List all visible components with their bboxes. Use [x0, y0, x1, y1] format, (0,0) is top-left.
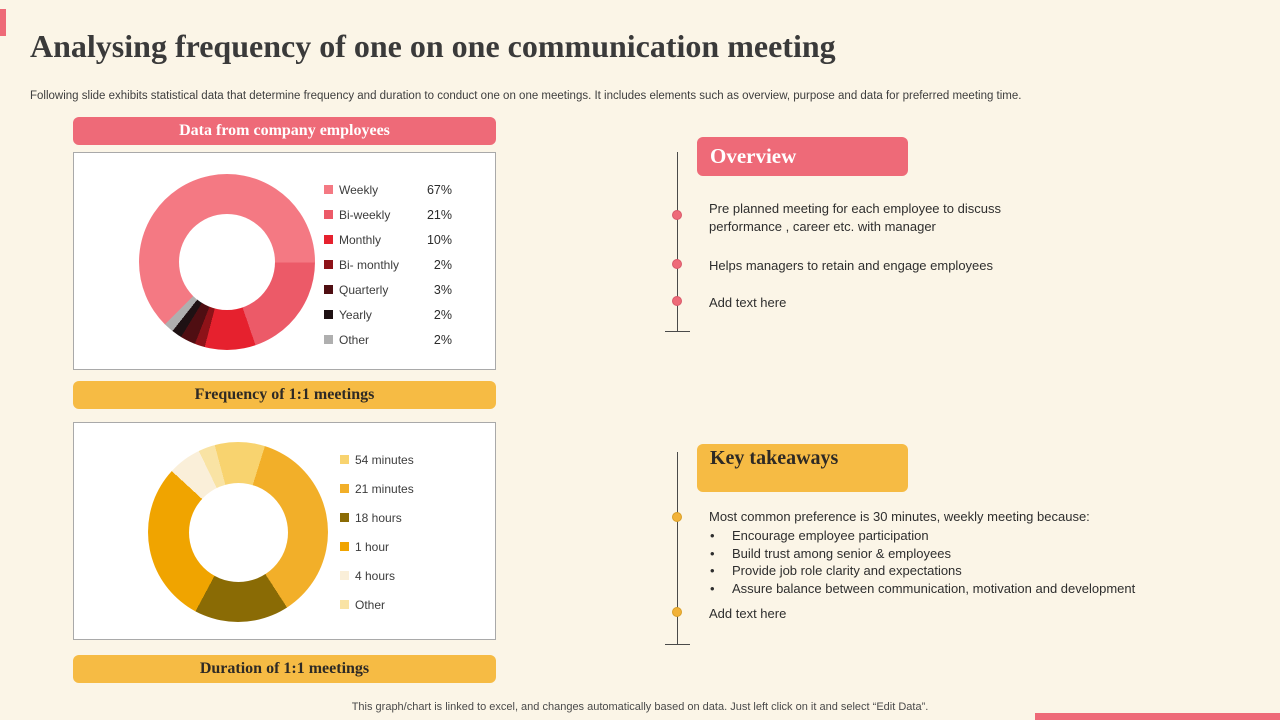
overview-heading: Overview: [697, 137, 908, 176]
duration-donut-chart[interactable]: [148, 442, 328, 622]
overview-heading-label: Overview: [710, 144, 797, 168]
legend-swatch: [324, 210, 333, 219]
legend-swatch: [324, 185, 333, 194]
legend-item: Bi- monthly 2%: [324, 252, 452, 277]
bullet-marker: •: [710, 563, 715, 578]
duration-chart-box[interactable]: 54 minutes 21 minutes 18 hours 1 hour 4 hour…: [73, 422, 496, 640]
donut-hole: [178, 213, 276, 311]
legend-item: Monthly 10%: [324, 227, 452, 252]
overview-bullet-marker: [672, 296, 682, 306]
overview-bullet-text: Helps managers to retain and engage empl…: [709, 258, 994, 273]
overview-bullet-text: Pre planned meeting for each employee to…: [709, 201, 1001, 234]
donut-hole: [188, 482, 288, 582]
footer-note: This graph/chart is linked to excel, and…: [351, 701, 929, 713]
bullet-marker: •: [710, 545, 715, 561]
legend-swatch: [340, 542, 349, 551]
bullet-marker: •: [710, 580, 715, 596]
list-item: • Encourage employee participation: [710, 527, 1210, 545]
legend-label: 18 hours: [355, 510, 402, 525]
legend-item: Yearly 2%: [324, 302, 452, 327]
legend-swatch: [340, 455, 349, 464]
bottom-right-accent-bar: [1035, 713, 1280, 720]
overview-timeline-line: [665, 152, 690, 332]
legend-label: 21 minutes: [355, 481, 414, 496]
list-item-text: Provide job role clarity and expectation…: [732, 563, 962, 578]
page-subtitle: Following slide exhibits statistical dat…: [30, 90, 1022, 102]
legend-value: 67%: [426, 182, 452, 197]
list-item-text: Encourage employee participation: [732, 528, 929, 543]
legend-label: 54 minutes: [355, 452, 414, 467]
key-takeaways-list: • Encourage employee participation • Build …: [710, 527, 1210, 597]
legend-item: 54 minutes: [340, 445, 468, 474]
banner-label: Frequency of 1:1 meetings: [194, 386, 375, 403]
key-takeaways-heading: Key takeaways: [697, 444, 908, 492]
list-item-text: Assure balance between communication, mo…: [732, 580, 1136, 596]
legend-swatch: [340, 571, 349, 580]
legend-label: Bi-weekly: [339, 207, 391, 222]
legend-label: Yearly: [339, 307, 372, 322]
list-item-text: Build trust among senior & employees: [732, 545, 951, 561]
banner-label: Data from company employees: [179, 122, 390, 139]
takeaways-intro-text: Most common preference is 30 minutes, we…: [709, 509, 1090, 524]
frequency-chart-legend: Weekly 67% Bi-weekly 21% Monthly 10% Bi- month…: [324, 177, 452, 352]
legend-swatch: [324, 235, 333, 244]
list-item: • Assure balance between communication, m…: [710, 580, 1210, 598]
legend-value: 21%: [426, 207, 452, 222]
legend-item: Weekly 67%: [324, 177, 452, 202]
legend-item: 18 hours: [340, 503, 468, 532]
overview-add-text-placeholder[interactable]: Add text here: [709, 295, 787, 310]
takeaways-timeline-line: [665, 452, 690, 645]
legend-value: 2%: [433, 257, 452, 272]
legend-item: Other 2%: [324, 327, 452, 352]
banner-label: Duration of 1:1 meetings: [199, 660, 370, 677]
legend-label: Bi- monthly: [339, 257, 400, 272]
legend-value: 10%: [426, 232, 452, 247]
legend-label: Other: [355, 597, 386, 612]
banner-frequency-of-meetings: Frequency of 1:1 meetings: [73, 381, 496, 409]
legend-swatch: [324, 260, 333, 269]
overview-bullet-marker: [672, 210, 682, 220]
duration-chart-legend: 54 minutes 21 minutes 18 hours 1 hour 4 hour…: [340, 445, 468, 619]
legend-item: 4 hours: [340, 561, 468, 590]
page-title: Analysing frequency of one on one commun…: [30, 28, 836, 64]
banner-duration-of-meetings: Duration of 1:1 meetings: [73, 655, 496, 683]
legend-value: 3%: [433, 282, 452, 297]
takeaways-bullet-marker: [672, 607, 682, 617]
takeaways-bullet-marker: [672, 512, 682, 522]
frequency-chart-box[interactable]: Weekly 67% Bi-weekly 21% Monthly 10% Bi- month…: [73, 152, 496, 370]
top-left-accent-bar: [0, 9, 6, 36]
legend-swatch: [340, 513, 349, 522]
legend-value: 2%: [433, 307, 452, 322]
legend-label: Weekly: [339, 182, 379, 197]
banner-data-from-employees: Data from company employees: [73, 117, 496, 145]
list-item: • Provide job role clarity and expectatio…: [710, 562, 1210, 580]
list-item: • Build trust among senior & employees: [710, 545, 1210, 563]
legend-swatch: [340, 600, 349, 609]
legend-item: 21 minutes: [340, 474, 468, 503]
legend-item: 1 hour: [340, 532, 468, 561]
legend-label: Other: [339, 332, 370, 347]
legend-swatch: [324, 335, 333, 344]
legend-item: Quarterly 3%: [324, 277, 452, 302]
takeaways-add-text-placeholder[interactable]: Add text here: [709, 606, 787, 621]
legend-swatch: [324, 310, 333, 319]
legend-item: Other: [340, 590, 468, 619]
legend-label: 1 hour: [355, 539, 390, 554]
frequency-donut-chart[interactable]: [139, 174, 315, 350]
legend-label: Quarterly: [339, 282, 389, 297]
bullet-marker: •: [710, 528, 715, 543]
key-takeaways-heading-label: Key takeaways: [710, 447, 839, 469]
legend-label: Monthly: [339, 232, 382, 247]
legend-swatch: [324, 285, 333, 294]
legend-swatch: [340, 484, 349, 493]
overview-bullet-marker: [672, 259, 682, 269]
legend-label: 4 hours: [355, 568, 396, 583]
legend-value: 2%: [433, 332, 452, 347]
legend-item: Bi-weekly 21%: [324, 202, 452, 227]
